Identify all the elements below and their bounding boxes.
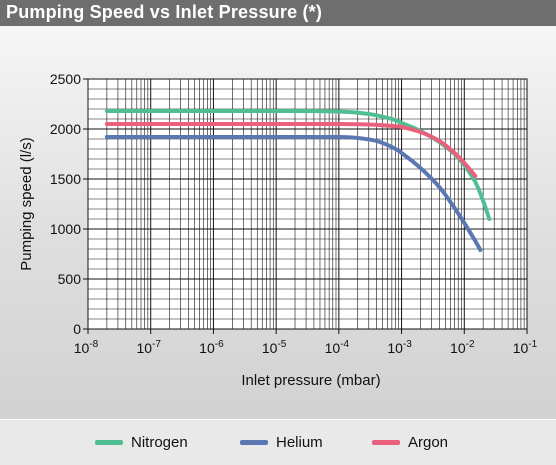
y-axis-label: Pumping speed (l/s) (18, 137, 35, 270)
x-tick-label: 10-8 (74, 339, 99, 356)
y-tick-label: 500 (58, 271, 82, 287)
grid-layer (87, 78, 528, 330)
x-tick-label: 10-5 (262, 339, 287, 356)
y-tick-label: 1500 (50, 171, 81, 187)
y-tick-label: 2500 (50, 71, 81, 87)
x-axis-label: Inlet pressure (mbar) (241, 372, 380, 389)
x-tick-label: 10-1 (513, 339, 538, 356)
y-tick-label: 2000 (50, 121, 81, 137)
legend-label-nitrogen: Nitrogen (131, 434, 188, 451)
y-tick-label: 1000 (50, 221, 81, 237)
pumping-speed-chart: 0 500 1000 1500 2000 2500 10-8 10-7 10-6 10-5 10-4… (18, 71, 538, 389)
x-tick-label: 10-6 (199, 339, 224, 356)
chart-title: Pumping Speed vs Inlet Pressure (*) (6, 2, 323, 22)
x-tick-label: 10-2 (450, 339, 475, 356)
x-tick-label: 10-7 (136, 339, 161, 356)
series-line-nitrogen (104, 108, 492, 221)
axis-layer: 0 500 1000 1500 2000 2500 10-8 10-7 10-6 10-5 10-4… (50, 71, 538, 356)
legend-swatch-helium (240, 440, 268, 445)
legend-label-helium: Helium (276, 434, 323, 451)
legend-swatch-nitrogen (95, 440, 123, 445)
series-line-helium (104, 134, 483, 252)
legend-swatch-argon (372, 440, 400, 445)
y-tick-label: 0 (73, 321, 81, 337)
legend: Nitrogen Helium Argon (0, 420, 556, 465)
title-bar: Pumping Speed vs Inlet Pressure (*) (0, 0, 556, 26)
legend-label-argon: Argon (408, 434, 449, 451)
x-tick-label: 10-4 (325, 339, 350, 356)
x-tick-label: 10-3 (387, 339, 412, 356)
plot-border (87, 78, 528, 330)
series-layer (104, 108, 492, 252)
series-line-argon (104, 121, 478, 178)
